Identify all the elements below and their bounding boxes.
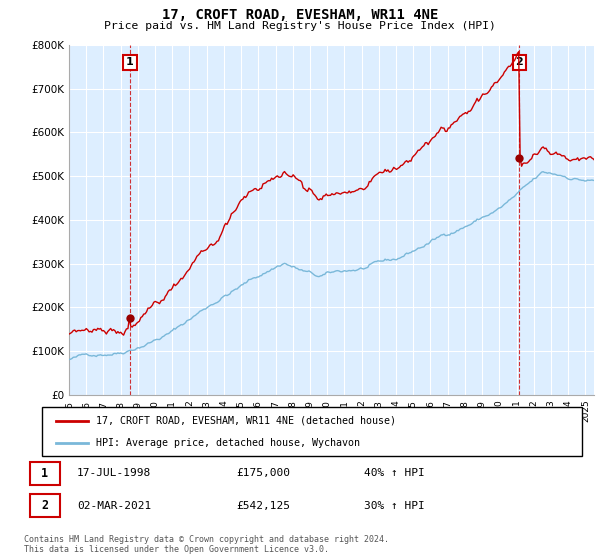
Text: 1: 1 xyxy=(126,57,134,67)
Text: £175,000: £175,000 xyxy=(236,468,290,478)
Text: 2: 2 xyxy=(41,499,49,512)
Bar xyxy=(29,462,60,484)
Text: 17, CROFT ROAD, EVESHAM, WR11 4NE: 17, CROFT ROAD, EVESHAM, WR11 4NE xyxy=(162,8,438,22)
Bar xyxy=(29,494,60,517)
Text: HPI: Average price, detached house, Wychavon: HPI: Average price, detached house, Wych… xyxy=(96,437,360,447)
Text: £542,125: £542,125 xyxy=(236,501,290,511)
Text: 40% ↑ HPI: 40% ↑ HPI xyxy=(364,468,425,478)
Text: Contains HM Land Registry data © Crown copyright and database right 2024.
This d: Contains HM Land Registry data © Crown c… xyxy=(24,535,389,554)
Text: 17, CROFT ROAD, EVESHAM, WR11 4NE (detached house): 17, CROFT ROAD, EVESHAM, WR11 4NE (detac… xyxy=(96,416,396,426)
Text: 2: 2 xyxy=(515,57,523,67)
Text: 17-JUL-1998: 17-JUL-1998 xyxy=(77,468,151,478)
Text: 1: 1 xyxy=(41,467,49,480)
Text: 02-MAR-2021: 02-MAR-2021 xyxy=(77,501,151,511)
Text: 30% ↑ HPI: 30% ↑ HPI xyxy=(364,501,425,511)
Text: Price paid vs. HM Land Registry's House Price Index (HPI): Price paid vs. HM Land Registry's House … xyxy=(104,21,496,31)
